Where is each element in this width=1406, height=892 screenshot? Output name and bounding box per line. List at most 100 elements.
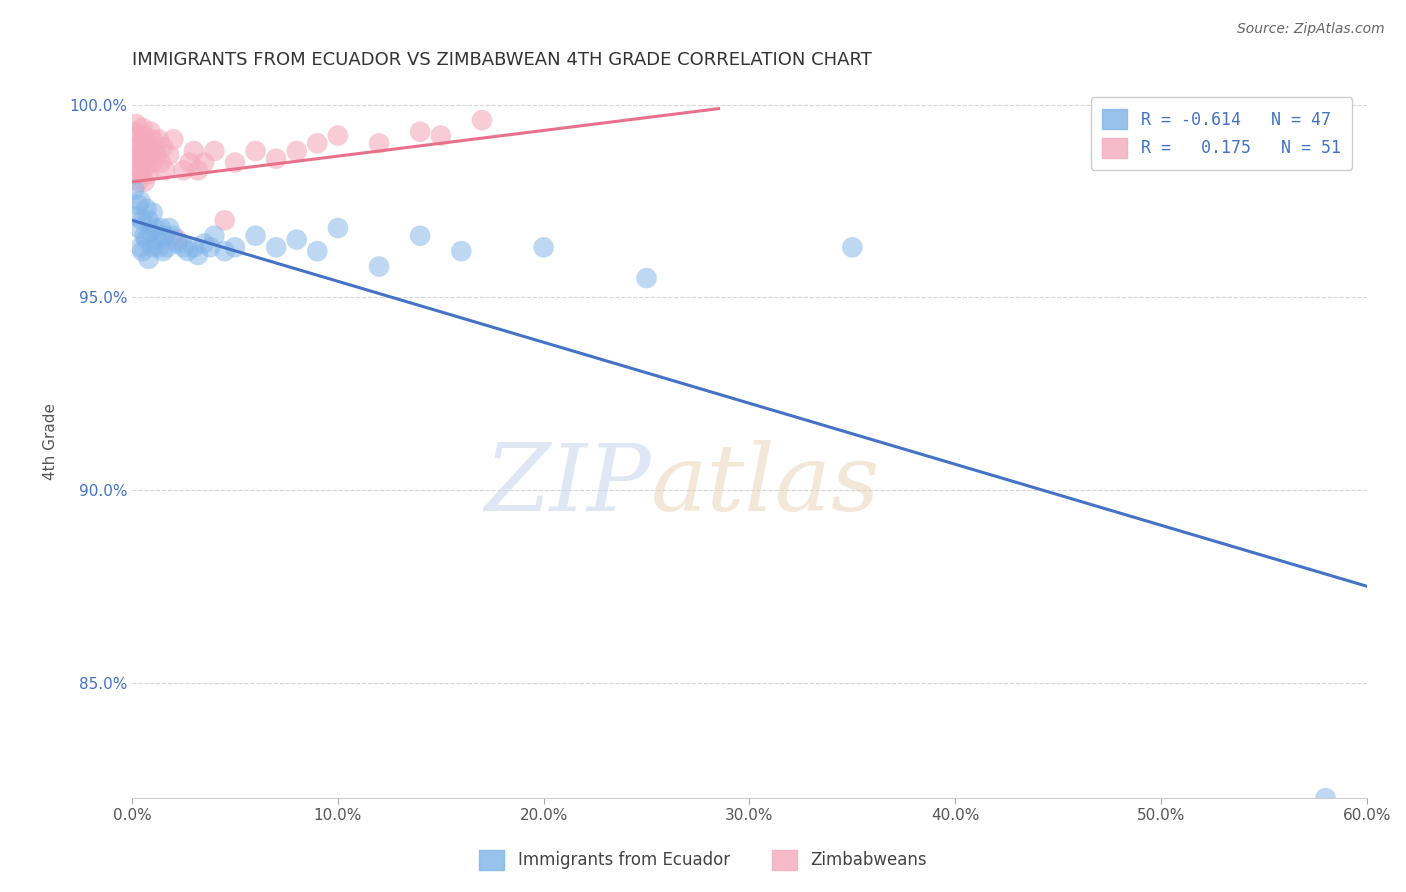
Point (173, 163, 195, 178)
Point (138, 252, 160, 266)
Point (125, 160, 148, 174)
Point (429, 128, 451, 143)
Point (636, 271, 658, 285)
Point (127, 152, 149, 166)
Point (157, 221, 180, 235)
Point (127, 198, 149, 212)
Point (162, 132, 184, 146)
Point (149, 155, 172, 169)
Y-axis label: 4th Grade: 4th Grade (44, 403, 58, 480)
Point (368, 260, 391, 274)
Text: IMMIGRANTS FROM ECUADOR VS ZIMBABWEAN 4TH GRADE CORRELATION CHART: IMMIGRANTS FROM ECUADOR VS ZIMBABWEAN 4T… (132, 51, 872, 69)
Point (166, 236, 188, 251)
Point (471, 113, 494, 128)
Point (245, 228, 267, 243)
Point (134, 152, 156, 166)
Point (129, 136, 152, 151)
Point (285, 144, 308, 158)
Point (156, 240, 179, 254)
Point (129, 163, 152, 178)
Point (131, 144, 153, 158)
Point (143, 140, 166, 154)
Point (200, 240, 222, 254)
Point (146, 233, 169, 247)
Point (187, 248, 209, 262)
Point (127, 221, 149, 235)
Point (131, 120, 153, 135)
Point (139, 125, 162, 139)
Point (134, 228, 156, 243)
Legend: Immigrants from Ecuador, Zimbabweans: Immigrants from Ecuador, Zimbabweans (472, 843, 934, 877)
Point (138, 144, 160, 158)
Point (214, 213, 236, 227)
Point (326, 128, 349, 143)
Point (142, 132, 165, 146)
Point (125, 210, 148, 224)
Point (139, 148, 162, 162)
Point (135, 233, 157, 247)
Point (187, 163, 209, 178)
Point (264, 152, 287, 166)
Point (193, 236, 215, 251)
Point (224, 240, 246, 254)
Point (224, 155, 246, 169)
Point (183, 240, 205, 254)
Point (122, 182, 145, 196)
Point (162, 228, 184, 243)
Point (153, 228, 176, 243)
Point (285, 233, 308, 247)
Point (214, 244, 236, 259)
Point (142, 240, 165, 254)
Point (148, 240, 170, 254)
Legend: R = -0.614   N = 47, R =   0.175   N = 51: R = -0.614 N = 47, R = 0.175 N = 51 (1091, 97, 1353, 169)
Text: ZIP: ZIP (484, 440, 651, 530)
Point (131, 167, 153, 181)
Point (409, 228, 432, 243)
Point (129, 240, 152, 254)
Point (326, 221, 349, 235)
Point (841, 240, 863, 254)
Point (245, 144, 267, 158)
Text: atlas: atlas (651, 440, 880, 530)
Point (166, 233, 188, 247)
Point (127, 175, 149, 189)
Point (122, 167, 145, 181)
Point (1315, 791, 1337, 805)
Point (135, 136, 157, 151)
Point (138, 213, 160, 227)
Point (202, 144, 225, 158)
Point (368, 136, 391, 151)
Point (146, 148, 169, 162)
Point (533, 240, 555, 254)
Point (450, 244, 472, 259)
Point (179, 155, 201, 169)
Point (138, 167, 160, 181)
Point (176, 244, 198, 259)
Point (183, 144, 205, 158)
Point (129, 194, 152, 208)
Point (125, 140, 148, 154)
Point (122, 125, 145, 139)
Point (307, 136, 329, 151)
Point (193, 155, 215, 169)
Point (148, 132, 170, 146)
Point (307, 244, 329, 259)
Point (131, 213, 153, 227)
Point (157, 148, 180, 162)
Point (142, 155, 165, 169)
Point (149, 221, 172, 235)
Point (135, 202, 157, 216)
Point (131, 244, 153, 259)
Point (127, 128, 149, 143)
Point (409, 125, 432, 139)
Point (202, 228, 225, 243)
Point (134, 128, 156, 143)
Point (125, 117, 148, 131)
Point (173, 240, 195, 254)
Point (122, 148, 145, 162)
Point (264, 240, 287, 254)
Point (134, 175, 156, 189)
Point (152, 140, 174, 154)
Point (135, 160, 157, 174)
Point (142, 205, 165, 219)
